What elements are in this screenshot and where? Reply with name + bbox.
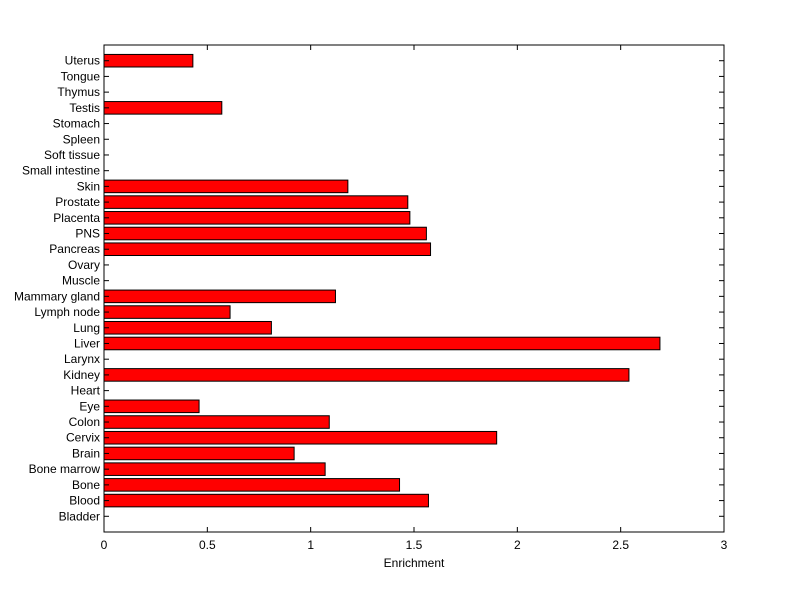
- bar-prostate: [103, 195, 409, 209]
- bar-cervix: [103, 430, 498, 445]
- y-tick-label: Uterus: [65, 54, 100, 68]
- y-tick-label: Kidney: [63, 368, 100, 382]
- x-tick-label: 3: [721, 538, 728, 552]
- y-tick-label: Ovary: [68, 258, 100, 272]
- bar-bone-marrow: [103, 462, 326, 476]
- y-tick-label: Bone marrow: [29, 462, 101, 476]
- y-tick-label: Cervix: [66, 431, 100, 445]
- bar-liver: [103, 336, 661, 351]
- y-tick-label: Lymph node: [34, 305, 100, 319]
- y-tick-label: Brain: [72, 446, 100, 460]
- y-tick-label: Stomach: [53, 117, 100, 131]
- x-tick-label: 0.5: [199, 538, 216, 552]
- bar-eye: [103, 399, 200, 414]
- bar-uterus: [103, 53, 194, 68]
- bar-pancreas: [103, 242, 432, 257]
- y-tick-label: Liver: [74, 336, 100, 350]
- bar-kidney: [103, 368, 630, 382]
- bar-brain: [103, 446, 295, 461]
- y-tick-label: Lung: [73, 321, 100, 335]
- y-tick-label: Skin: [77, 179, 100, 193]
- x-tick-label: 1.5: [406, 538, 423, 552]
- bar-mammary-gland: [103, 289, 336, 304]
- bar-testis: [103, 101, 223, 115]
- x-axis-ticks: 0 0.5 1 1.5 2 2.5 3: [101, 45, 728, 552]
- bar-placenta: [103, 211, 411, 225]
- bar-bone: [103, 478, 401, 492]
- x-axis-label: Enrichment: [384, 556, 445, 570]
- y-tick-label: Mammary gland: [14, 289, 100, 303]
- bars-group: [103, 53, 661, 508]
- y-tick-label: Placenta: [53, 211, 100, 225]
- y-tick-label: Small intestine: [22, 164, 100, 178]
- y-tick-label: Testis: [69, 101, 100, 115]
- x-tick-label: 1: [307, 538, 314, 552]
- bar-lymph-node: [103, 305, 231, 319]
- y-tick-label: Prostate: [55, 195, 100, 209]
- x-tick-label: 2: [514, 538, 521, 552]
- y-tick-label: Blood: [69, 494, 100, 508]
- x-tick-label: 0: [101, 538, 108, 552]
- bar-skin: [103, 179, 349, 194]
- y-tick-label: Eye: [79, 399, 100, 413]
- y-tick-label: Spleen: [63, 132, 100, 146]
- y-tick-label: Thymus: [57, 85, 100, 99]
- bar-colon: [103, 415, 330, 429]
- y-tick-label: Tongue: [61, 69, 101, 83]
- y-tick-label: Bladder: [59, 509, 100, 523]
- y-tick-label: Colon: [69, 415, 100, 429]
- bar-blood: [103, 493, 429, 508]
- x-tick-label: 2.5: [612, 538, 629, 552]
- y-tick-label: PNS: [75, 227, 100, 241]
- y-tick-label: Heart: [71, 384, 101, 398]
- y-tick-label: Bone: [72, 478, 100, 492]
- bar-pns: [103, 226, 427, 241]
- y-tick-label: Pancreas: [49, 242, 100, 256]
- y-tick-label: Larynx: [64, 352, 100, 366]
- y-tick-label: Soft tissue: [44, 148, 100, 162]
- bar-lung: [103, 320, 272, 335]
- y-tick-label: Muscle: [62, 274, 100, 288]
